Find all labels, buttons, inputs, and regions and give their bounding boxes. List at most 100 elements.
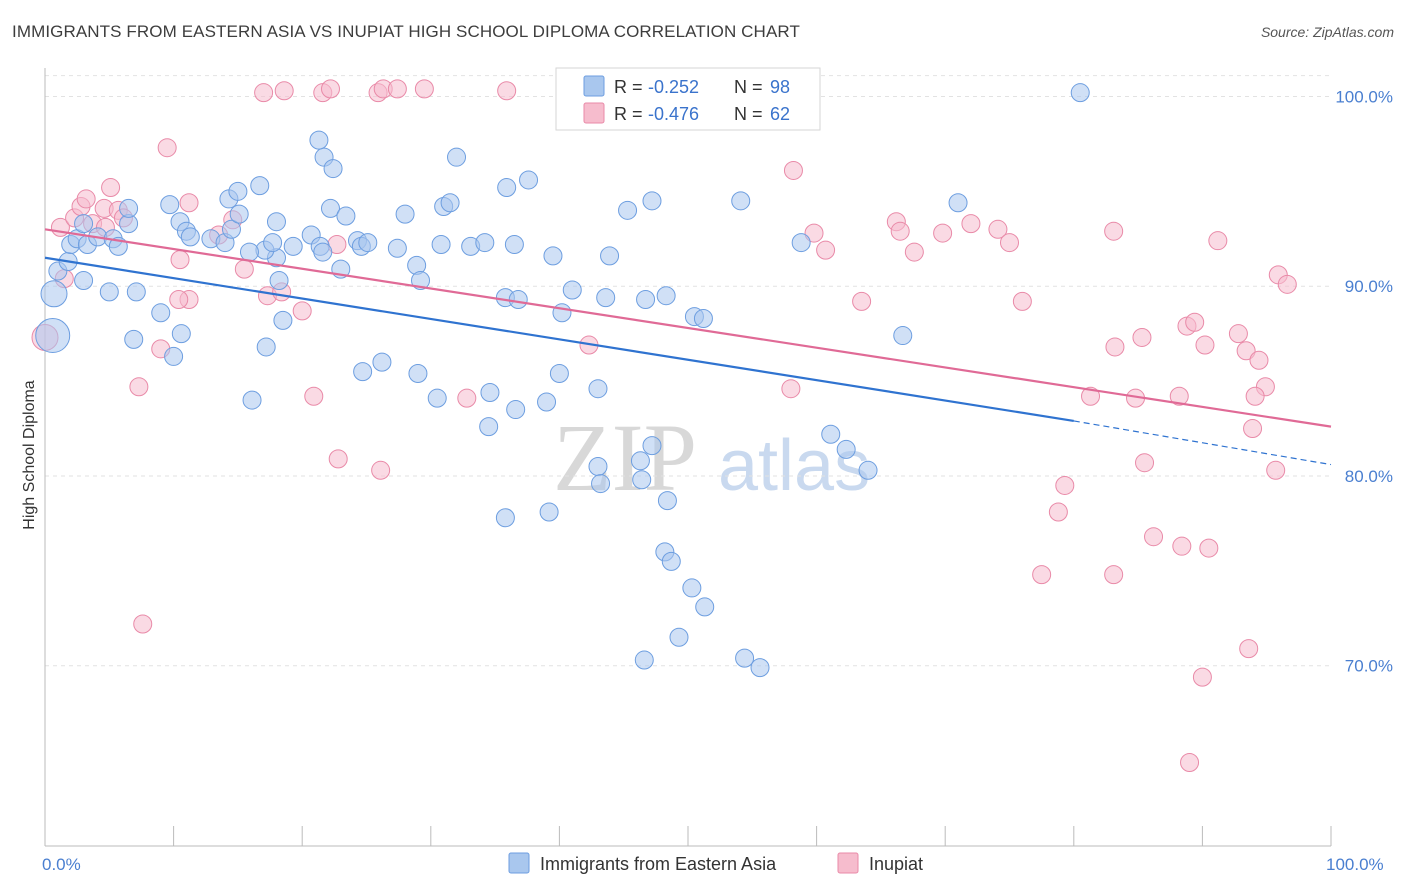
data-point [336, 206, 356, 226]
legend-pink-swatch [837, 852, 859, 874]
data-point [783, 160, 803, 180]
data-point [1228, 324, 1248, 344]
data-point [588, 456, 608, 476]
data-point [836, 439, 856, 459]
data-point [1081, 386, 1101, 406]
data-point [1249, 350, 1269, 370]
data-point [1195, 335, 1215, 355]
data-point [179, 193, 199, 213]
x-tick-label-min: 0.0% [42, 855, 81, 874]
gridlines [45, 75, 1331, 667]
data-point [74, 271, 94, 291]
legend-blue-swatch [508, 852, 530, 874]
legend-pink-label: Inupiat [869, 854, 923, 874]
data-point [387, 79, 407, 99]
x-tick-label-max: 100.0% [1326, 855, 1384, 874]
y-tick-label: 90.0% [1345, 277, 1393, 296]
data-point [274, 81, 294, 101]
data-point [519, 170, 539, 190]
data-point [395, 204, 415, 224]
data-point [320, 79, 340, 99]
data-point [1104, 565, 1124, 585]
data-point [129, 377, 149, 397]
data-point [263, 233, 283, 253]
data-point [669, 627, 689, 647]
data-point [124, 329, 144, 349]
data-point [133, 614, 153, 634]
data-point [157, 138, 177, 158]
data-point [353, 362, 373, 382]
trend-line-eastern-asia [44, 256, 1074, 423]
data-point [1266, 460, 1286, 480]
stats-pink-r-label: R = [614, 104, 643, 124]
data-point [283, 236, 303, 256]
data-point [292, 301, 312, 321]
trend-line-inupiat [44, 228, 1332, 428]
data-point [160, 195, 180, 215]
data-point [591, 474, 611, 494]
data-point [656, 286, 676, 306]
data-point [273, 310, 293, 330]
data-point [1105, 337, 1125, 357]
data-point [642, 436, 662, 456]
data-point [497, 178, 517, 198]
data-point [479, 417, 499, 437]
data-point [562, 280, 582, 300]
data-point [1277, 274, 1297, 294]
data-point [35, 318, 71, 354]
data-point [693, 308, 713, 328]
data-point [948, 193, 968, 213]
data-point [269, 271, 289, 291]
data-point [630, 451, 650, 471]
data-point [1185, 312, 1205, 332]
data-point [266, 212, 286, 232]
data-point [933, 223, 953, 243]
chart-source: Source: ZipAtlas.com [1260, 24, 1394, 40]
data-point [164, 346, 184, 366]
chart-title: IMMIGRANTS FROM EASTERN ASIA VS INUPIAT … [12, 22, 800, 41]
data-point [101, 178, 121, 198]
stats-pink-r: -0.476 [648, 104, 699, 124]
data-point [387, 238, 407, 258]
data-point [804, 223, 824, 243]
data-point [657, 491, 677, 511]
data-point [816, 240, 836, 260]
data-point [781, 379, 801, 399]
data-point [495, 508, 515, 528]
data-point [414, 79, 434, 99]
data-point [1070, 83, 1090, 103]
data-point [1243, 419, 1263, 439]
data-point [1055, 475, 1075, 495]
data-point [596, 288, 616, 308]
data-point [1192, 667, 1212, 687]
data-point [1135, 453, 1155, 473]
stats-blue-swatch [583, 75, 605, 97]
data-point [1208, 231, 1228, 251]
data-point [735, 648, 755, 668]
data-point [323, 159, 343, 179]
data-point [304, 386, 324, 406]
data-point [618, 200, 638, 220]
data-point [170, 250, 190, 270]
data-point [480, 382, 500, 402]
data-point [1180, 753, 1200, 773]
data-point [408, 364, 428, 384]
data-point [427, 388, 447, 408]
stats-pink-n-label: N = [734, 104, 763, 124]
data-point [229, 204, 249, 224]
data-point [234, 259, 254, 279]
data-point [600, 246, 620, 266]
bottom-legend: Immigrants from Eastern Asia Inupiat [508, 852, 923, 874]
data-point [634, 650, 654, 670]
data-point [552, 303, 572, 323]
data-point [821, 424, 841, 444]
data-point [588, 379, 608, 399]
data-point [440, 193, 460, 213]
data-point [1239, 639, 1259, 659]
data-point [852, 291, 872, 311]
data-point [1144, 527, 1164, 547]
stats-pink-swatch [583, 102, 605, 124]
data-point [171, 324, 191, 344]
data-point [119, 198, 139, 218]
data-point [411, 271, 431, 291]
